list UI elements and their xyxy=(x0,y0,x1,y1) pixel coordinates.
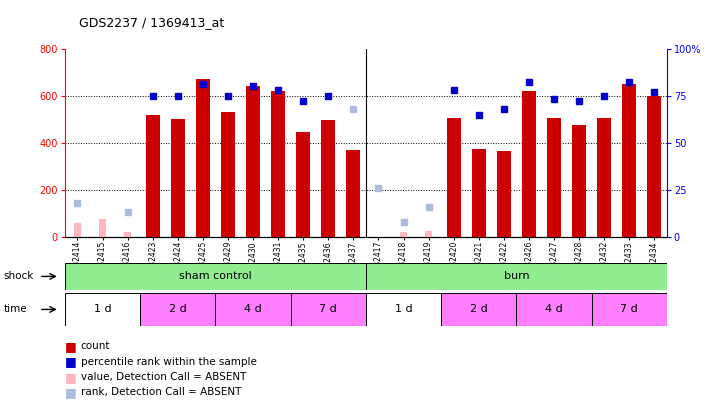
Text: percentile rank within the sample: percentile rank within the sample xyxy=(81,357,257,367)
Bar xyxy=(65,293,140,326)
Text: sham control: sham control xyxy=(179,271,252,281)
Text: 1 d: 1 d xyxy=(394,305,412,314)
Text: count: count xyxy=(81,341,110,351)
Bar xyxy=(296,132,310,237)
Bar xyxy=(246,86,260,237)
Bar xyxy=(171,119,185,237)
Bar xyxy=(221,112,235,237)
Bar xyxy=(366,263,667,290)
Text: 1 d: 1 d xyxy=(94,305,111,314)
Bar xyxy=(216,293,291,326)
Text: 7 d: 7 d xyxy=(319,305,337,314)
Text: ■: ■ xyxy=(65,340,76,353)
Bar xyxy=(65,263,366,290)
Bar xyxy=(441,293,516,326)
Bar xyxy=(347,150,360,237)
Bar xyxy=(399,232,407,237)
Bar xyxy=(647,96,661,237)
Bar xyxy=(322,120,335,237)
Bar xyxy=(516,293,592,326)
Bar xyxy=(196,79,210,237)
Bar xyxy=(74,223,81,237)
Bar xyxy=(291,293,366,326)
Text: 4 d: 4 d xyxy=(545,305,563,314)
Text: shock: shock xyxy=(4,271,34,281)
Bar xyxy=(572,125,586,237)
Bar xyxy=(522,91,536,237)
Bar xyxy=(366,293,441,326)
Text: 2 d: 2 d xyxy=(169,305,187,314)
Bar xyxy=(597,118,611,237)
Text: rank, Detection Call = ABSENT: rank, Detection Call = ABSENT xyxy=(81,388,241,397)
Bar xyxy=(592,293,667,326)
Text: 2 d: 2 d xyxy=(470,305,487,314)
Text: burn: burn xyxy=(503,271,529,281)
Bar xyxy=(99,219,106,237)
Text: value, Detection Call = ABSENT: value, Detection Call = ABSENT xyxy=(81,372,246,382)
Text: 7 d: 7 d xyxy=(621,305,638,314)
Bar xyxy=(124,232,131,237)
Bar xyxy=(425,231,433,237)
Text: time: time xyxy=(4,305,27,314)
Text: ■: ■ xyxy=(65,355,76,368)
Text: ■: ■ xyxy=(65,386,76,399)
Bar xyxy=(146,115,159,237)
Text: ■: ■ xyxy=(65,371,76,384)
Bar xyxy=(271,91,285,237)
Bar xyxy=(447,118,461,237)
Text: GDS2237 / 1369413_at: GDS2237 / 1369413_at xyxy=(79,16,224,29)
Bar xyxy=(140,293,216,326)
Bar xyxy=(472,149,486,237)
Bar xyxy=(547,118,561,237)
Bar xyxy=(497,151,510,237)
Bar xyxy=(622,84,636,237)
Text: 4 d: 4 d xyxy=(244,305,262,314)
